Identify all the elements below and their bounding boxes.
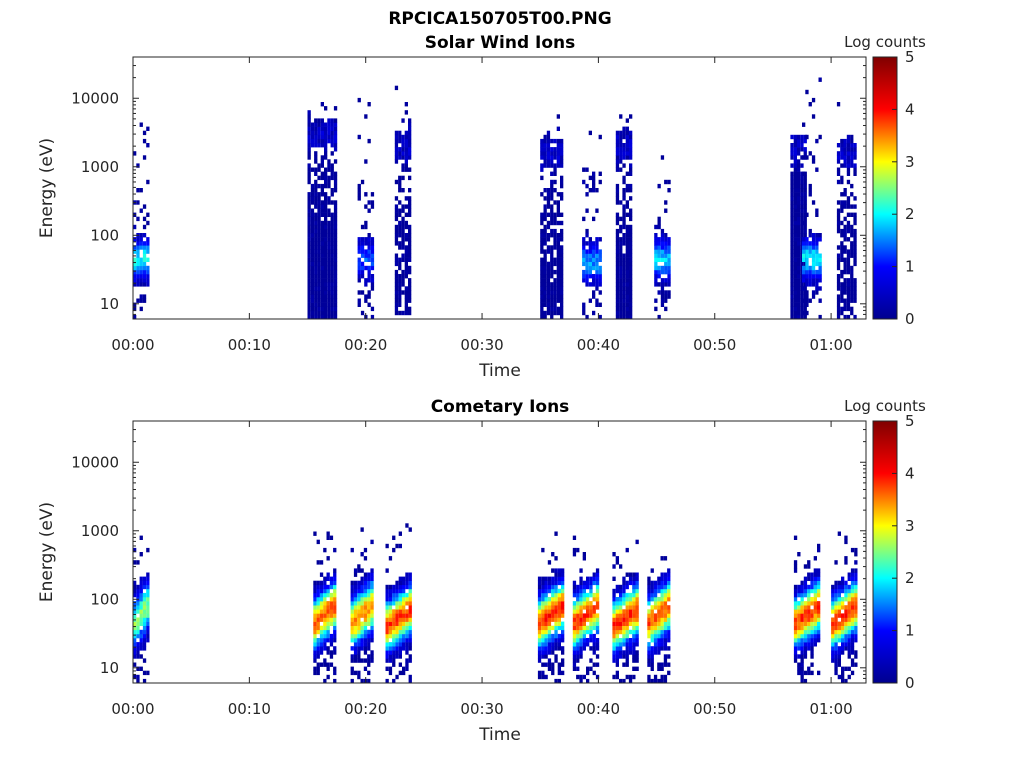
x-tick-label: 00:40 [577, 700, 620, 718]
x-tick-label: 00:10 [228, 700, 271, 718]
colorbar-tick-label: 1 [905, 258, 915, 276]
colorbar-tick-label: 3 [905, 517, 915, 535]
x-tick-label: 00:00 [111, 336, 154, 354]
x-axis: 00:00 00:10 00:20 00:30 00:40 00:50 01:00 [111, 57, 853, 354]
y-tick-label: 10 [100, 295, 119, 313]
x-tick-label: 01:00 [809, 700, 852, 718]
y-tick-label: 100 [90, 226, 119, 244]
plot-frame [132, 420, 867, 684]
plot-frame [132, 56, 867, 320]
colorbar: 0 1 2 3 4 5 [872, 48, 915, 328]
burst [654, 155, 671, 320]
y-tick-label: 10000 [71, 453, 119, 471]
colorbar-tick-label: 4 [905, 100, 915, 118]
yaxis-label-solar-wind: Energy (eV) [37, 138, 57, 238]
colorbar-tick-label: 2 [905, 205, 915, 223]
colorbar-tick-label: 5 [905, 412, 915, 430]
colorbar-gradient [872, 56, 898, 320]
data-cells [133, 523, 858, 684]
burst [647, 556, 671, 684]
xaxis-label-cometary: Time [478, 725, 521, 745]
burst [612, 539, 639, 684]
x-tick-label: 00:40 [577, 336, 620, 354]
burst [394, 85, 412, 316]
x-tick-label: 00:50 [693, 336, 736, 354]
x-tick-label: 00:00 [111, 700, 154, 718]
data-cells [133, 77, 857, 320]
panel-title-cometary: Cometary Ions [431, 397, 570, 417]
yaxis-label-cometary: Energy (eV) [37, 502, 57, 602]
x-tick-label: 00:20 [344, 336, 387, 354]
y-tick-label: 1000 [81, 522, 119, 540]
burst [537, 531, 565, 684]
colorbar-tick-label: 2 [905, 569, 915, 587]
colorbar-tick-label: 3 [905, 153, 915, 171]
burst [133, 535, 150, 684]
y-tick-label: 100 [90, 590, 119, 608]
burst [357, 97, 375, 320]
burst [572, 535, 600, 684]
colorbar-tick-label: 4 [905, 464, 915, 482]
x-tick-label: 00:20 [344, 700, 387, 718]
x-tick-label: 00:10 [228, 336, 271, 354]
burst [313, 531, 337, 684]
y-tick-label: 10 [100, 659, 119, 677]
burst [836, 102, 857, 320]
colorbar: 0 1 2 3 4 5 [872, 412, 915, 692]
colorbar-label-solar-wind: Log counts [844, 33, 926, 51]
panel-title-solar-wind: Solar Wind Ions [425, 33, 576, 53]
x-tick-label: 01:00 [809, 336, 852, 354]
colorbar-label-cometary: Log counts [844, 397, 926, 415]
burst [350, 527, 374, 684]
y-tick-label: 10000 [71, 89, 119, 107]
colorbar-gradient [872, 420, 898, 684]
xaxis-label-solar-wind: Time [478, 361, 521, 381]
colorbar-tick-label: 0 [905, 674, 915, 692]
x-tick-label: 00:30 [460, 336, 503, 354]
burst [615, 114, 633, 320]
burst [802, 77, 822, 320]
x-axis: 00:00 00:10 00:20 00:30 00:40 00:50 01:00 [111, 421, 853, 718]
colorbar-tick-label: 1 [905, 622, 915, 640]
colorbar-tick-label: 0 [905, 310, 915, 328]
burst [540, 114, 564, 320]
x-tick-label: 00:50 [693, 700, 736, 718]
burst [385, 523, 412, 684]
colorbar-tick-label: 5 [905, 48, 915, 66]
y-tick-label: 1000 [81, 158, 119, 176]
burst [793, 535, 821, 684]
figure-title: RPCICA150705T00.PNG [388, 9, 611, 29]
burst [582, 130, 602, 320]
burst [307, 102, 338, 320]
y-axis: 10 100 1000 10000 [71, 420, 866, 684]
x-tick-label: 00:30 [460, 700, 503, 718]
burst [831, 531, 858, 684]
